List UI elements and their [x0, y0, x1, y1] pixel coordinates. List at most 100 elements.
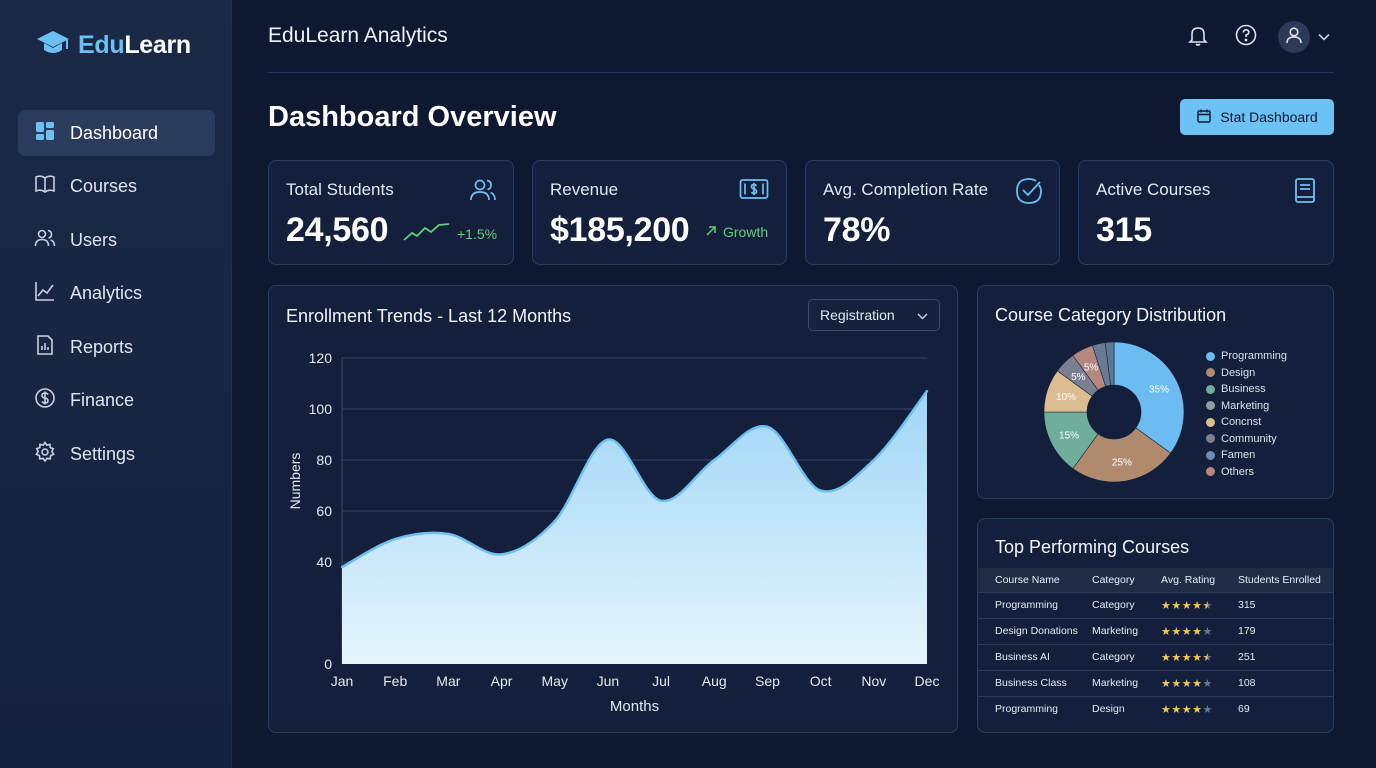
kpi-trend: Growth: [705, 224, 768, 240]
area-fill: [342, 391, 927, 664]
enrollment-area-chart: 0 40 60 80 100 120 Jan Feb Mar Apr May Jun Jul Aug Sep…: [287, 350, 939, 715]
kpi-card-revenue: Revenue $185,200 Growth: [532, 160, 787, 265]
chevron-down-icon: [917, 307, 928, 323]
kpi-trend: +1.5%: [403, 221, 497, 246]
column-header[interactable]: Students Enrolled: [1238, 568, 1333, 592]
rating-cell: ★★★★★: [1161, 617, 1238, 644]
user-avatar[interactable]: [1278, 21, 1310, 53]
legend-item[interactable]: Famen: [1206, 447, 1287, 464]
donut-hole: [1087, 385, 1141, 439]
brand-logo[interactable]: EduLearn: [36, 28, 191, 63]
category-donut-chart: 35% 25% 15% 10% 5%5%: [1043, 341, 1185, 483]
report-icon: [34, 334, 56, 361]
book-icon: [1293, 177, 1317, 210]
help-button[interactable]: [1222, 20, 1270, 54]
table-header-row: Course Name Category Avg. Rating Student…: [978, 568, 1333, 592]
kpi-label: Revenue: [550, 180, 619, 199]
sidebar-item-users[interactable]: Users: [18, 217, 215, 263]
check-circle-icon: [1015, 177, 1043, 210]
legend-item[interactable]: Programming: [1206, 348, 1287, 365]
kpi-trend-value: Growth: [723, 224, 769, 240]
y-tick-label: 80: [316, 452, 332, 468]
data-point: [500, 553, 503, 556]
star-rating: ★★★★★: [1161, 651, 1213, 664]
star-rating: ★★★★★: [1161, 599, 1213, 612]
kpi-value: 24,560: [286, 211, 389, 249]
legend-swatch: [1206, 368, 1215, 378]
table-row[interactable]: Programming Category ★★★★★ 315: [978, 591, 1333, 618]
data-point: [872, 458, 876, 462]
course-name-cell: Business Class: [978, 669, 1092, 696]
table-row[interactable]: Business Class Marketing ★★★★★ 108: [978, 669, 1333, 696]
legend-item[interactable]: Design: [1206, 365, 1287, 382]
x-tick-label: Oct: [810, 673, 832, 689]
legend-item[interactable]: Others: [1206, 464, 1287, 481]
card-title: Top Performing Courses: [995, 537, 1190, 557]
y-tick-label: 0: [324, 656, 332, 672]
kpi-card-active-courses: Active Courses 315: [1078, 160, 1334, 265]
data-point: [553, 520, 556, 523]
legend-item[interactable]: Marketing: [1206, 398, 1287, 415]
legend-item[interactable]: Concnst: [1206, 414, 1287, 431]
account-menu-toggle[interactable]: [1314, 21, 1334, 53]
legend-label: Programming: [1221, 350, 1288, 363]
sidebar-item-label: Analytics: [70, 283, 143, 303]
line-chart-icon: [34, 280, 56, 307]
category-distribution-card: Course Category Distribution 35% 25% 15% 10…: [977, 285, 1334, 499]
sidebar-item-dashboard[interactable]: Dashboard: [18, 110, 215, 156]
star-rating: ★★★★★: [1161, 703, 1213, 716]
sidebar-item-settings[interactable]: Settings: [18, 431, 215, 477]
column-header[interactable]: Course Name: [978, 568, 1092, 592]
data-point: [819, 489, 822, 492]
rating-cell: ★★★★★: [1161, 643, 1238, 670]
x-tick-label: Aug: [702, 673, 727, 689]
legend-item[interactable]: Community: [1206, 431, 1287, 448]
y-axis-label: Numbers: [287, 453, 303, 510]
x-tick-label: May: [542, 673, 568, 689]
x-tick-label: Mar: [436, 673, 460, 689]
legend-label: Marketing: [1221, 399, 1270, 412]
kpi-label: Active Courses: [1096, 180, 1211, 199]
sidebar-item-reports[interactable]: Reports: [18, 324, 215, 370]
top-bar-actions: [1174, 20, 1334, 54]
students-enrolled-cell: 315: [1238, 591, 1333, 618]
data-point: [393, 537, 397, 541]
enrollment-filter-select[interactable]: Registration: [808, 299, 940, 331]
chart-legend: Programming Design Business Marketing Concns…: [1206, 348, 1287, 480]
sidebar-nav: Dashboard Courses Users Analytics Report…: [18, 110, 215, 485]
main-content: EduLearn Analytics: [232, 0, 1376, 768]
app-title: EduLearn Analytics: [268, 24, 448, 47]
sidebar-item-finance[interactable]: Finance: [18, 378, 215, 424]
column-header[interactable]: Avg. Rating: [1161, 568, 1238, 592]
gear-icon: [34, 440, 56, 468]
notifications-button[interactable]: [1174, 20, 1222, 54]
column-header[interactable]: Category: [1092, 568, 1161, 592]
rating-cell: ★★★★★: [1161, 695, 1238, 722]
slice-label: 15%: [1059, 430, 1079, 441]
sidebar-item-label: Users: [70, 229, 118, 250]
kpi-value: $185,200: [550, 211, 690, 249]
course-name-cell: Business AI: [978, 643, 1092, 670]
rating-cell: ★★★★★: [1161, 591, 1238, 618]
sidebar-item-analytics[interactable]: Analytics: [18, 271, 215, 317]
legend-swatch: [1206, 384, 1215, 394]
table-row[interactable]: Programming Design ★★★★★ 69: [978, 695, 1333, 722]
table-row[interactable]: Business AI Category ★★★★★ 251: [978, 643, 1333, 670]
kpi-card-completion-rate: Avg. Completion Rate 78%: [805, 160, 1060, 265]
slice-label: 35%: [1149, 385, 1169, 396]
legend-item[interactable]: Business: [1206, 381, 1287, 398]
legend-swatch: [1206, 467, 1215, 477]
chart-title: Enrollment Trends - Last 12 Months: [286, 306, 572, 326]
sidebar-item-courses[interactable]: Courses: [18, 164, 215, 210]
students-enrolled-cell: 251: [1238, 643, 1333, 670]
sidebar-item-label: Courses: [70, 176, 138, 196]
slice-label: 5%: [1084, 363, 1099, 374]
top-bar: EduLearn Analytics: [268, 0, 1334, 73]
brand-name: EduLearn: [78, 31, 191, 59]
book-icon: [34, 173, 56, 200]
legend-label: Business: [1221, 383, 1266, 396]
table-row[interactable]: Design Donations Marketing ★★★★★ 179: [978, 617, 1333, 644]
sidebar: EduLearn Dashboard Courses Users Analyti…: [0, 0, 232, 768]
chart-title: Course Category Distribution: [995, 305, 1227, 325]
stat-dashboard-button[interactable]: Stat Dashboard: [1180, 99, 1334, 135]
